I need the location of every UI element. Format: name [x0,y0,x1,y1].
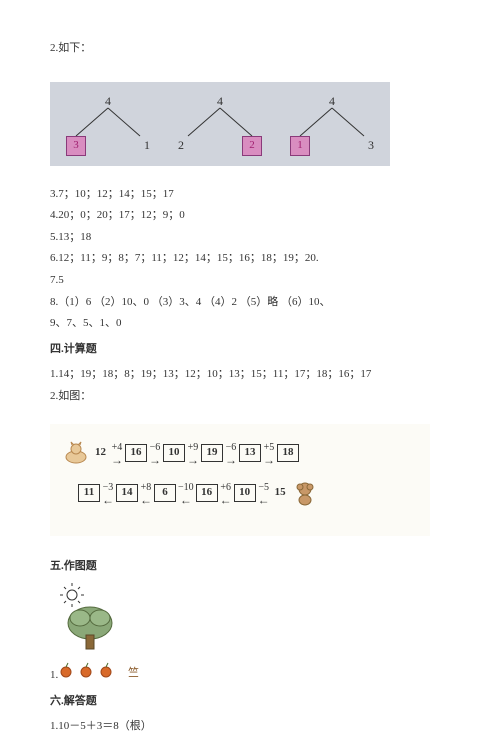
chain-box: 10 [234,484,256,502]
chain-row-2: 11 −3← 14 +8← 6 −10← 16 +6← 10 −5← 15 [78,480,420,506]
chain-row-1: 12 +4→ 16 −6→ 10 +9→ 19 −6→ 13 +5→ 18 [60,440,420,466]
chain-end: 15 [275,484,286,502]
number-bond-diagram: 4 3 1 4 2 2 4 1 3 [50,82,390,166]
chain-arrow: −5← [258,480,270,506]
svg-text:竺: 竺 [128,665,143,678]
tree-1: 4 3 1 [58,92,158,162]
tree-3: 4 1 3 [282,92,382,162]
answer-line-7: 7.5 [50,272,450,290]
solve-line-1: 1.10－5＋3＝8（根） [50,718,450,736]
answer-item-2: 2.如下： [50,40,450,58]
tree-left-box: 3 [66,136,86,156]
chain-box: 16 [125,444,147,462]
chain-arrow: +4→ [111,440,123,466]
chain-arrow: −3← [102,480,114,506]
chain-box: 16 [196,484,218,502]
tree-right: 1 [144,136,150,155]
tree-right-box: 2 [242,136,262,156]
answer-line-6: 6.12；11；9；8；7；11；12；14；15；16；18；19；20. [50,250,450,268]
chain-arrow: +6← [220,480,232,506]
tree-left-box: 1 [290,136,310,156]
section-5-title: 五.作图题 [50,558,450,576]
chain-diagram: 12 +4→ 16 −6→ 10 +9→ 19 −6→ 13 +5→ 18 11… [50,424,430,536]
chain-box: 6 [154,484,176,502]
chain-box: 19 [201,444,223,462]
chain-arrow: +8← [140,480,152,506]
tree-top: 4 [329,92,335,111]
sun-tree-drawing-icon [50,583,150,653]
drawing-item-number: 1. [50,667,58,685]
chain-arrow: −6→ [225,440,237,466]
tree-left: 2 [178,136,184,155]
chain-arrow: −10← [178,480,194,506]
chain-box: 13 [239,444,261,462]
section-6-title: 六.解答题 [50,693,450,711]
answer-line-8a: 8.（1）6 （2）10、0 （3）3、4 （4）2 （5）略 （6）10、 [50,294,450,312]
cat-icon [60,440,92,466]
chain-box: 11 [78,484,100,502]
chain-start: 12 [95,444,106,462]
tree-top: 4 [217,92,223,111]
answer-line-8b: 9、7、5、1、0 [50,315,450,333]
calc-line-1: 1.14；19；18；8；19；13；12；10；13；15；11；17；18；… [50,366,450,384]
apple-row-icon: 竺 [58,662,148,685]
chain-box: 14 [116,484,138,502]
tree-2: 4 2 2 [170,92,270,162]
calc-line-2: 2.如图： [50,388,450,406]
chain-arrow: +5→ [263,440,275,466]
section-4-title: 四.计算题 [50,341,450,359]
chain-arrow: −6→ [149,440,161,466]
drawing-answer [50,583,450,660]
tree-right: 3 [368,136,374,155]
chain-arrow: +9→ [187,440,199,466]
answer-line-4: 4.20；0；20；17；12；9；0 [50,207,450,225]
tree-top: 4 [105,92,111,111]
chain-box: 18 [277,444,299,462]
answer-line-5: 5.13；18 [50,229,450,247]
answer-line-3: 3.7；10；12；14；15；17 [50,186,450,204]
monkey-icon [289,480,321,506]
chain-box: 10 [163,444,185,462]
